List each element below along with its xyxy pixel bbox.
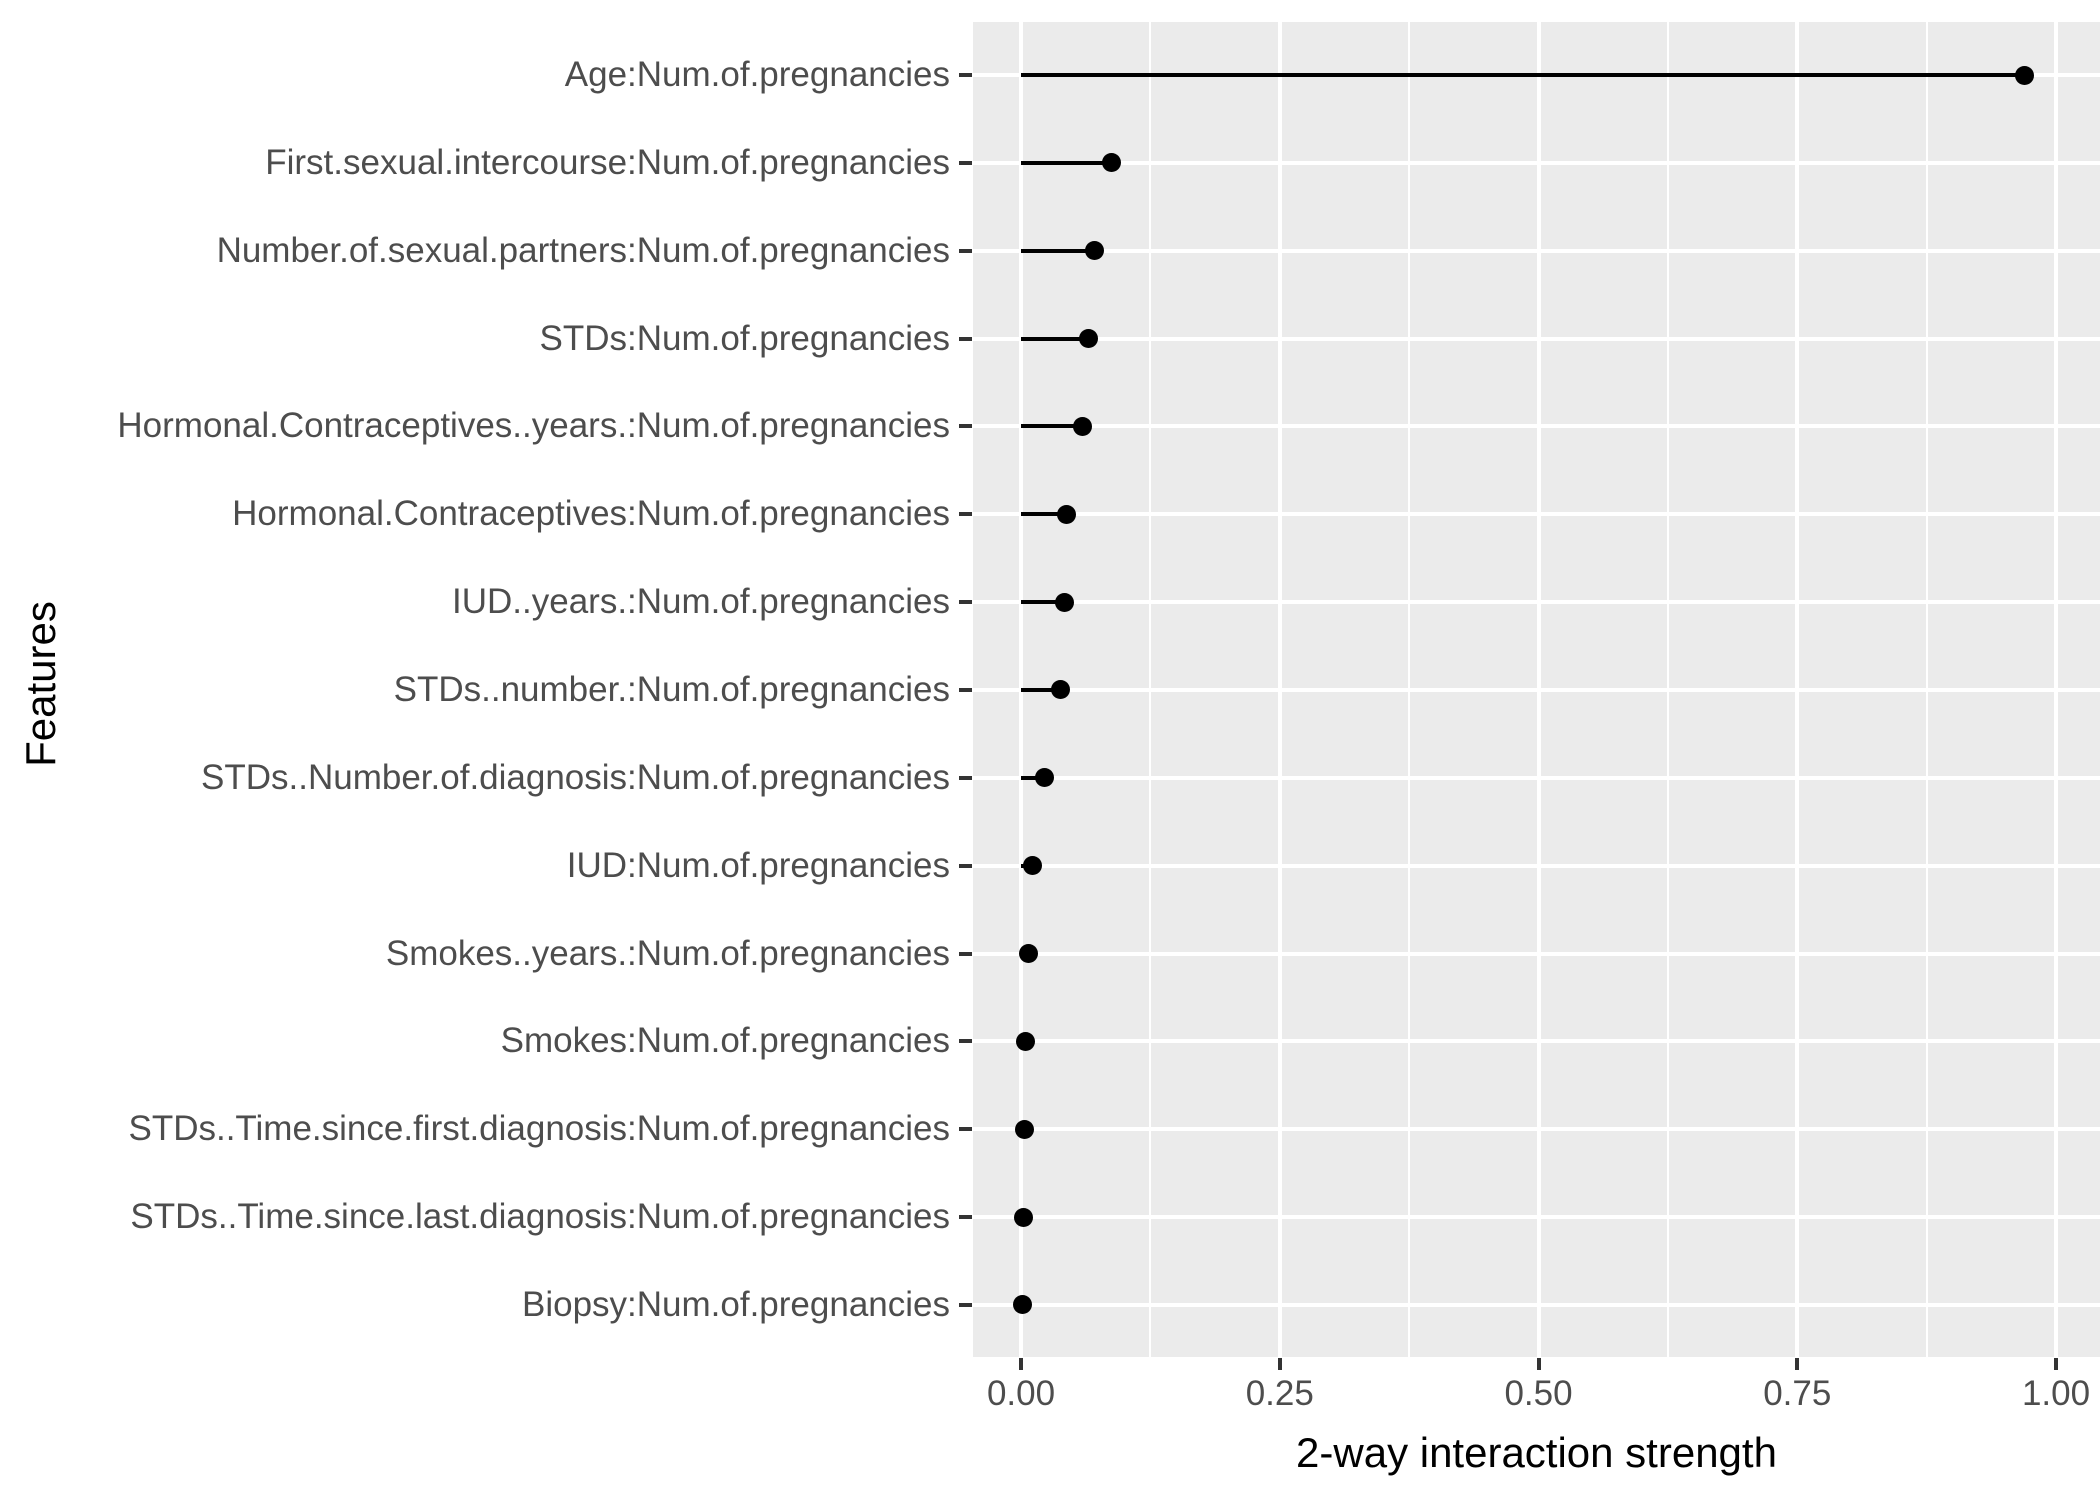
x-axis-tick <box>1277 1358 1282 1370</box>
y-axis-tick <box>959 248 972 253</box>
y-axis-tick-label: IUD..years.:Num.of.pregnancies <box>452 582 950 622</box>
x-axis-tick <box>1019 1358 1023 1370</box>
lollipop-segment <box>1021 336 1089 341</box>
x-axis-tick-label: 0.50 <box>1504 1374 1573 1413</box>
y-axis-tick <box>959 1127 972 1132</box>
x-axis-tick <box>2054 1358 2058 1370</box>
lollipop-segment <box>1021 775 1045 780</box>
x-axis-title: 2-way interaction strength <box>1296 1429 1777 1476</box>
y-axis-tick-label: Age:Num.of.pregnancies <box>564 55 950 94</box>
gridline-row <box>973 1302 2100 1307</box>
lollipop-segment <box>1021 600 1065 605</box>
y-axis-tick <box>959 600 972 605</box>
y-axis-tick-label: STDs..Time.since.last.diagnosis:Num.of.p… <box>130 1197 950 1237</box>
y-axis-tick <box>959 1302 972 1307</box>
y-axis-tick <box>959 863 972 868</box>
y-axis-tick <box>959 1039 972 1044</box>
gridline-row <box>973 863 2100 868</box>
data-point <box>1078 329 1098 349</box>
x-axis-tick-label: 0.75 <box>1763 1374 1832 1413</box>
gridline-row <box>973 424 2100 429</box>
data-point <box>1084 241 1104 261</box>
gridline-row <box>973 336 2100 341</box>
x-axis-tick-label: 0.00 <box>986 1374 1056 1413</box>
y-axis-tick-label: Biopsy:Num.of.pregnancies <box>522 1284 950 1324</box>
y-axis-tick <box>959 1215 972 1220</box>
data-point <box>1054 592 1074 612</box>
plot-panel <box>973 22 2100 1357</box>
gridline-row <box>973 775 2100 780</box>
x-axis-tick-label: 0.25 <box>1245 1374 1314 1413</box>
data-point <box>1013 1207 1033 1227</box>
y-axis-tick <box>959 775 972 780</box>
gridline-row <box>973 248 2100 253</box>
data-point <box>1072 416 1092 436</box>
data-point <box>2015 65 2035 85</box>
x-axis-tick <box>1795 1358 1800 1370</box>
lollipop-segment <box>1021 248 1095 253</box>
data-point <box>1012 1295 1032 1315</box>
data-point <box>1022 856 1042 876</box>
y-axis-tick <box>959 336 972 341</box>
data-point <box>1035 768 1055 788</box>
y-axis-tick-label: Hormonal.Contraceptives..years.:Num.of.p… <box>117 406 950 446</box>
gridline-row <box>973 1039 2100 1044</box>
x-axis-tick-label: 1.00 <box>2021 1374 2091 1413</box>
lollipop-segment <box>1021 160 1112 165</box>
y-axis-tick-label: Smokes..years.:Num.of.pregnancies <box>385 933 950 973</box>
y-axis-tick-label: IUD:Num.of.pregnancies <box>566 845 950 885</box>
x-axis-tick <box>1536 1358 1541 1370</box>
y-axis-tick <box>959 512 972 517</box>
data-point <box>1014 1119 1034 1139</box>
gridline-row <box>973 160 2100 165</box>
gridline-row <box>973 1215 2100 1220</box>
data-point <box>1057 504 1077 524</box>
y-axis-tick <box>959 160 972 165</box>
y-axis-tick-label: First.sexual.intercourse:Num.of.pregnanc… <box>265 142 950 182</box>
gridline-row <box>973 687 2100 692</box>
gridline-row <box>973 1127 2100 1132</box>
lollipop-segment <box>1021 73 2025 77</box>
y-axis-tick <box>959 424 972 429</box>
lollipop-segment <box>1021 512 1067 517</box>
data-point <box>1050 680 1070 700</box>
lollipop-segment <box>1021 687 1061 692</box>
y-axis-tick-label: Smokes:Num.of.pregnancies <box>500 1021 950 1061</box>
y-axis-tick <box>959 687 972 692</box>
y-axis-tick-label: STDs..number.:Num.of.pregnancies <box>393 669 950 709</box>
gridline-row <box>973 512 2100 517</box>
y-axis-tick <box>959 73 972 77</box>
y-axis-tick <box>959 951 972 956</box>
gridline-row <box>973 600 2100 605</box>
y-axis-tick-label: STDs:Num.of.pregnancies <box>539 318 950 358</box>
data-point <box>1101 153 1121 173</box>
gridline-row <box>973 951 2100 956</box>
y-axis-tick-label: Hormonal.Contraceptives:Num.of.pregnanci… <box>232 494 950 534</box>
y-axis-tick-label: STDs..Time.since.first.diagnosis:Num.of.… <box>128 1109 950 1149</box>
lollipop-segment <box>1021 424 1083 429</box>
y-axis-tick-label: Number.of.sexual.partners:Num.of.pregnan… <box>216 230 950 270</box>
y-axis-tick-label: STDs..Number.of.diagnosis:Num.of.pregnan… <box>201 757 950 797</box>
data-point <box>1015 1031 1035 1051</box>
data-point <box>1018 944 1038 964</box>
